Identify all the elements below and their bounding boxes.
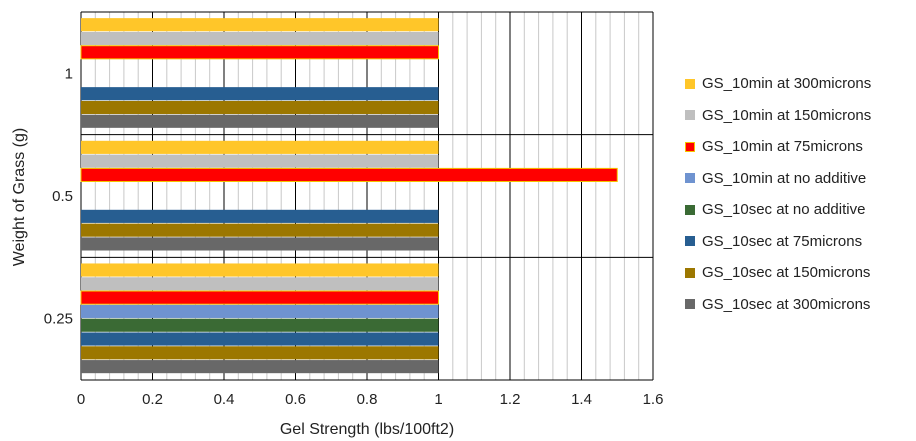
legend-swatch bbox=[685, 204, 695, 215]
x-tick-labels: 0 0.2 0.4 0.6 0.8 1 1.2 1.4 1.6 bbox=[77, 391, 664, 408]
bar bbox=[81, 263, 439, 277]
x-tick-label: 0.4 bbox=[214, 391, 235, 408]
bar bbox=[81, 87, 439, 101]
bar bbox=[81, 31, 439, 46]
x-tick-label: 0.2 bbox=[142, 391, 163, 408]
x-tick-label: 0.6 bbox=[285, 391, 306, 408]
legend-label: GS_10sec at no additive bbox=[702, 201, 866, 219]
legend-swatch bbox=[685, 236, 695, 247]
legend-item: GS_10sec at no additive bbox=[685, 194, 910, 226]
y-axis-title: Weight of Grass (g) bbox=[11, 128, 28, 266]
legend-swatch bbox=[685, 267, 695, 278]
legend-label: GS_10sec at 300microns bbox=[702, 295, 871, 313]
bar bbox=[81, 114, 439, 128]
bar bbox=[81, 100, 439, 115]
legend-item: GS_10sec at 300microns bbox=[685, 289, 910, 321]
legend-swatch bbox=[685, 110, 695, 121]
bar bbox=[81, 18, 439, 32]
y-tick-label: 1 bbox=[65, 65, 73, 82]
bar bbox=[81, 140, 439, 154]
bar bbox=[81, 277, 439, 291]
x-tick-label: 1 bbox=[434, 391, 442, 408]
legend-swatch bbox=[685, 299, 695, 310]
y-tick-labels: 0.25 0.5 1 bbox=[44, 65, 73, 327]
legend-item: GS_10min at no additive bbox=[685, 163, 910, 195]
legend: GS_10min at 300microns GS_10min at 150mic… bbox=[685, 68, 910, 320]
bar bbox=[81, 346, 439, 360]
legend-label: GS_10min at 75microns bbox=[702, 138, 863, 156]
bar bbox=[81, 304, 439, 318]
legend-label: GS_10sec at 75microns bbox=[702, 232, 863, 250]
bar bbox=[80, 167, 618, 183]
x-tick-label: 1.4 bbox=[571, 391, 592, 408]
x-axis-title: Gel Strength (lbs/100ft2) bbox=[280, 421, 454, 438]
legend-label: GS_10min at 150microns bbox=[702, 106, 872, 124]
legend-label: GS_10sec at 150microns bbox=[702, 264, 871, 282]
legend-swatch bbox=[685, 78, 695, 89]
x-tick-label: 1.6 bbox=[643, 391, 664, 408]
bar bbox=[81, 209, 439, 223]
x-tick-label: 0 bbox=[77, 391, 85, 408]
bars-group bbox=[80, 18, 618, 374]
bar bbox=[81, 360, 439, 374]
bar bbox=[80, 290, 439, 305]
y-tick-label: 0.5 bbox=[52, 188, 73, 205]
legend-item: GS_10min at 300microns bbox=[685, 68, 910, 100]
bar bbox=[80, 45, 439, 60]
bar bbox=[81, 237, 439, 251]
legend-item: GS_10sec at 75microns bbox=[685, 226, 910, 258]
bar bbox=[81, 318, 439, 332]
legend-label: GS_10min at no additive bbox=[702, 169, 867, 187]
bar bbox=[81, 154, 439, 168]
y-tick-label: 0.25 bbox=[44, 311, 73, 328]
bar bbox=[81, 332, 439, 346]
legend-swatch bbox=[685, 141, 695, 152]
legend-swatch bbox=[685, 173, 695, 184]
legend-label: GS_10min at 300microns bbox=[702, 75, 872, 93]
legend-item: GS_10sec at 150microns bbox=[685, 257, 910, 289]
x-tick-label: 0.8 bbox=[357, 391, 378, 408]
x-tick-label: 1.2 bbox=[500, 391, 521, 408]
bar bbox=[81, 223, 439, 237]
legend-item: GS_10min at 150microns bbox=[685, 100, 910, 132]
legend-item: GS_10min at 75microns bbox=[685, 131, 910, 163]
